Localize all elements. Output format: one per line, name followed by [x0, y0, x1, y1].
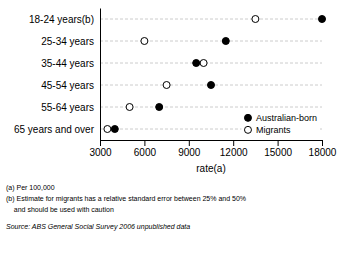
y-tick: 35-44 years: [41, 58, 100, 69]
x-tick: 18000: [309, 140, 337, 158]
x-tick: 3000: [89, 140, 112, 158]
x-tick-mark: [278, 140, 279, 146]
legend-item: Migrants: [244, 125, 291, 135]
footnotes: (a) Per 100,000 (b) Estimate for migrants…: [6, 184, 246, 231]
x-axis-line: [101, 141, 323, 147]
grid-line: [100, 63, 322, 64]
marks: [104, 16, 326, 133]
x-axis-title: rate(a): [196, 163, 225, 174]
legend-symbol: [244, 114, 251, 121]
dot: [222, 38, 229, 45]
x-tick-label: 12000: [220, 147, 248, 158]
y-tick: 25-34 years: [41, 36, 100, 47]
x-tick-label: 18000: [309, 147, 337, 158]
dot: [319, 16, 326, 23]
y-tick: 45-54 years: [41, 80, 100, 91]
dot: [111, 126, 118, 133]
chart: 3000 6000 9000 12000 15000 18000 18-24 years(b…: [0, 0, 340, 265]
legend-label: Migrants: [256, 125, 291, 135]
y-tick-label: 35-44 years: [41, 58, 94, 69]
dot: [208, 82, 215, 89]
y-tick-label: 65 years and over: [14, 124, 95, 135]
dot: [156, 104, 163, 111]
series: [111, 16, 325, 133]
x-tick-label: 3000: [89, 147, 112, 158]
dot: [163, 82, 170, 89]
footnote: (b) Estimate for migrants has a relative…: [6, 195, 246, 203]
x-tick: 15000: [264, 140, 292, 158]
grid: [100, 19, 322, 129]
x-tick-label: 6000: [134, 147, 157, 158]
grid-line: [100, 41, 322, 42]
y-tick-label: 25-34 years: [41, 36, 94, 47]
legend: Australian-born Migrants: [241, 110, 320, 138]
x-tick-mark: [189, 140, 190, 146]
y-tick-label: 18-24 years(b): [29, 14, 94, 25]
dot: [200, 60, 207, 67]
x-tick: 9000: [178, 140, 201, 158]
x-tick-label: 9000: [178, 147, 201, 158]
x-tick-mark: [144, 140, 145, 146]
series: [104, 16, 259, 133]
legend-background: [241, 110, 320, 138]
x-tick: 6000: [134, 140, 157, 158]
x-axis: 3000 6000 9000 12000 15000 18000: [89, 140, 336, 158]
dot: [104, 126, 111, 133]
y-tick: 18-24 years(b): [29, 14, 100, 25]
x-tick: 12000: [220, 140, 248, 158]
y-axis-line: [100, 9, 101, 141]
footnote: and should be used with caution: [6, 206, 114, 213]
dot: [252, 16, 259, 23]
y-tick: 55-64 years: [41, 102, 100, 113]
x-tick-mark: [233, 140, 234, 146]
grid-line: [100, 19, 322, 20]
footnote: (a) Per 100,000: [6, 184, 55, 192]
dot: [141, 38, 148, 45]
legend-label: Australian-born: [256, 113, 317, 123]
y-tick-label: 55-64 years: [41, 102, 94, 113]
plot: 3000 6000 9000 12000 15000 18000 18-24 years(b…: [14, 9, 337, 159]
source: Source: ABS General Social Survey 2006 u…: [6, 223, 190, 231]
y-axis: 18-24 years(b) 25-34 years 35-44 years 45-5…: [14, 9, 101, 141]
x-tick-label: 15000: [264, 147, 292, 158]
dot: [126, 104, 133, 111]
dot: [193, 60, 200, 67]
legend-symbol: [244, 126, 251, 133]
legend-item: Australian-born: [244, 113, 317, 123]
x-tick-mark: [100, 140, 101, 146]
y-tick-label: 45-54 years: [41, 80, 94, 91]
y-tick: 65 years and over: [14, 124, 100, 135]
x-tick-mark: [322, 140, 323, 146]
